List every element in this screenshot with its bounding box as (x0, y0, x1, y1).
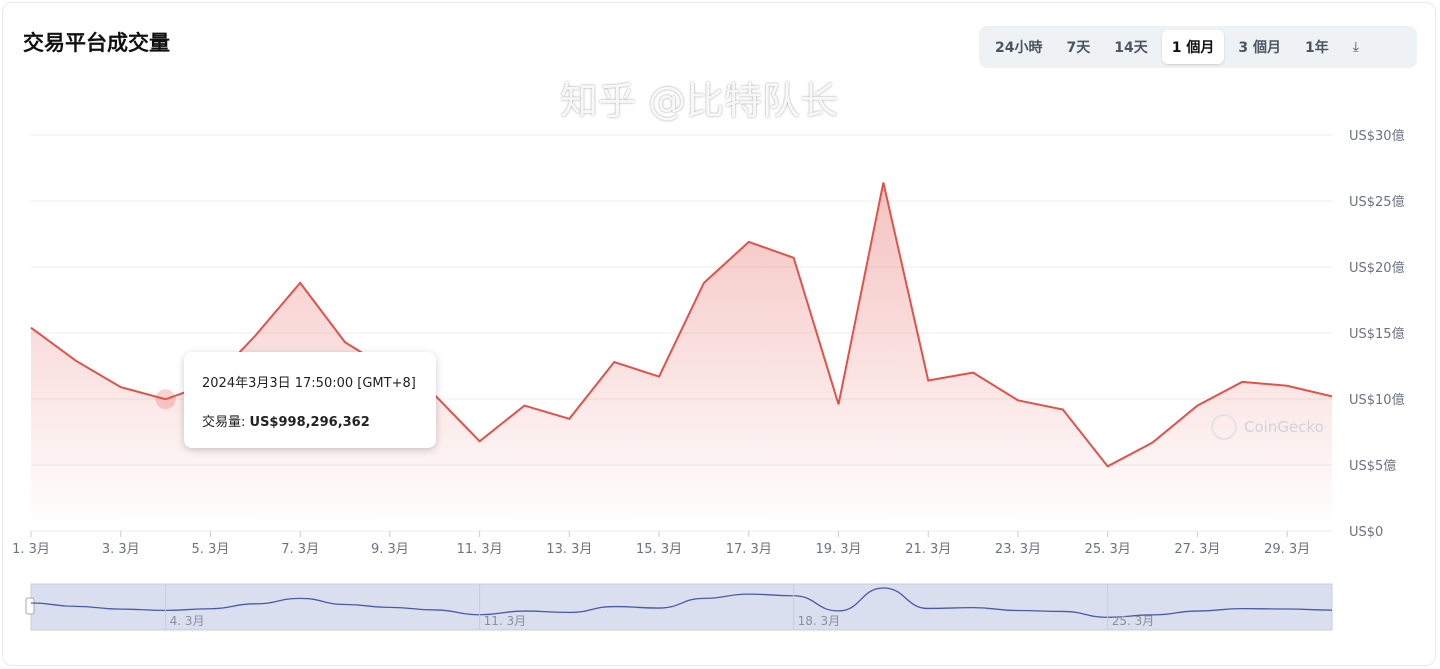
x-tick-label: 25. 3月 (1085, 542, 1131, 557)
navigator-range (30, 583, 1333, 631)
x-tick-label: 29. 3月 (1264, 542, 1310, 557)
range-tabs: 24小時 7天 14天 1 個月 3 個月 1年 ⤓ (979, 26, 1417, 68)
y-tick-label: US$15億 (1349, 326, 1405, 342)
navigator-line (30, 587, 1333, 618)
y-tick-label: US$30億 (1349, 128, 1405, 144)
x-tick-label: 3. 3月 (102, 542, 140, 557)
x-tick-label: 9. 3月 (371, 542, 409, 557)
x-tick-label: 5. 3月 (192, 542, 230, 557)
y-tick-label: US$5億 (1349, 458, 1396, 474)
x-tick-label: 11. 3月 (457, 542, 503, 557)
y-tick-label: US$20億 (1349, 260, 1405, 276)
navigator-label: 4. 3月 (170, 614, 205, 628)
x-tick-label: 15. 3月 (636, 542, 682, 557)
tab-3m[interactable]: 3 個月 (1238, 40, 1281, 56)
tab-24h[interactable]: 24小時 (995, 40, 1043, 56)
x-tick-label: 27. 3月 (1174, 542, 1220, 557)
tooltip-label: 交易量: (202, 415, 250, 430)
y-tick-label: US$0 (1349, 525, 1383, 540)
navigator-handle (25, 597, 35, 615)
x-tick-label: 21. 3月 (905, 542, 951, 557)
x-tick-label: 23. 3月 (995, 542, 1041, 557)
coingecko-logo-icon (1211, 414, 1237, 440)
x-tick-label: 7. 3月 (281, 542, 319, 557)
tab-1m[interactable]: 1 個月 (1161, 30, 1225, 64)
chart-title: 交易平台成交量 (23, 31, 170, 55)
x-tick-label: 17. 3月 (726, 542, 772, 557)
x-tick-label: 19. 3月 (815, 542, 861, 557)
data-point (155, 389, 176, 410)
series-line (30, 182, 1333, 468)
y-tick-label: US$10億 (1349, 392, 1405, 408)
navigator-label: 25. 3月 (1112, 614, 1155, 628)
tab-7d[interactable]: 7天 (1066, 40, 1091, 56)
tooltip-date: 2024年3月3日 17:50:00 [GMT+8] (202, 376, 416, 391)
tooltip-value: US$998,296,362 (249, 415, 370, 430)
download-icon[interactable]: ⤓ (1352, 39, 1359, 55)
y-tick-label: US$25億 (1349, 194, 1405, 210)
x-tick-label: 13. 3月 (546, 542, 592, 557)
overlay-watermark: 知乎 @比特队长 (560, 79, 839, 123)
navigator-label: 11. 3月 (484, 614, 527, 628)
x-tick-label: 1. 3月 (12, 542, 50, 557)
navigator-label: 18. 3月 (798, 614, 841, 628)
tab-14d[interactable]: 14天 (1114, 40, 1148, 56)
tab-1y[interactable]: 1年 (1304, 40, 1329, 56)
tooltip: 2024年3月3日 17:50:00 [GMT+8] 交易量: US$998,2… (184, 352, 436, 448)
coingecko-watermark: CoinGecko (1244, 418, 1324, 436)
